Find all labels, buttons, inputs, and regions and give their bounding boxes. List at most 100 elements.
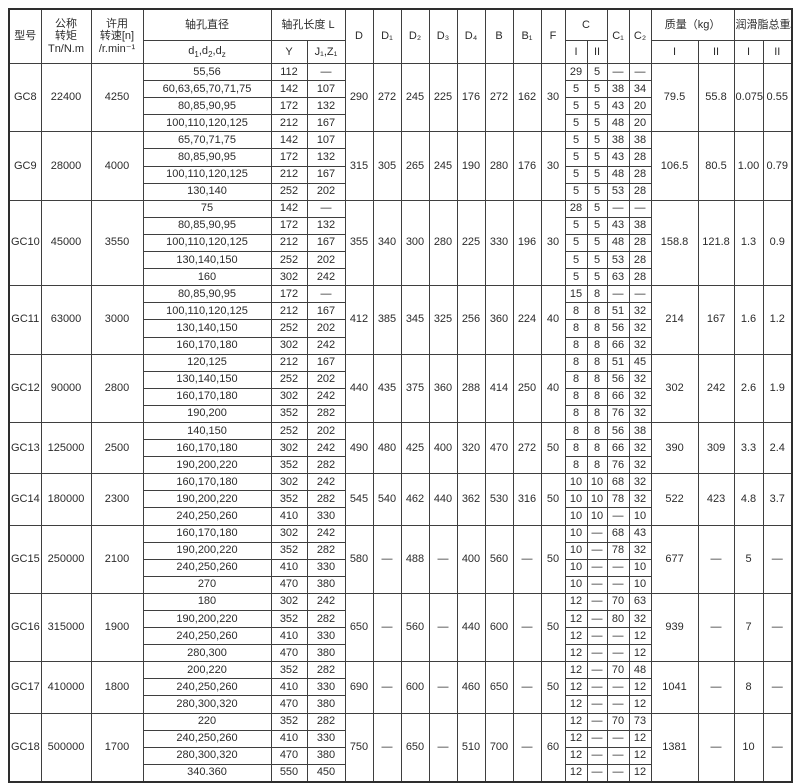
bore-diameter-cell: 240,250,260 bbox=[142, 558, 272, 577]
C1-cell: 38 bbox=[606, 131, 630, 150]
C-II-cell: 5 bbox=[586, 114, 608, 133]
grease-I-cell: 3.3 bbox=[733, 421, 764, 475]
length-Y-cell: 352 bbox=[270, 541, 308, 560]
mass-II-cell: 167 bbox=[697, 285, 735, 355]
table-row: 130,140,150 252 202 8 8 56 32 bbox=[9, 319, 792, 338]
D1-cell: — bbox=[372, 592, 402, 663]
C-I-cell: 29 bbox=[564, 62, 588, 82]
C-II-cell: 8 bbox=[586, 387, 608, 406]
header-mass-I: I bbox=[650, 40, 699, 64]
bore-diameter-cell: 220 bbox=[142, 712, 272, 731]
C1-cell: 53 bbox=[606, 182, 630, 201]
D4-cell: 225 bbox=[456, 199, 486, 287]
header-D3: D₃ bbox=[428, 8, 458, 64]
length-Y-cell: 302 bbox=[270, 439, 308, 458]
B1-cell: — bbox=[512, 661, 542, 714]
torque-cell: 180000 bbox=[40, 473, 92, 526]
table-row: GC12 90000 2800 120,125 212 167 440 435 375 360 28… bbox=[8, 353, 793, 423]
C1-cell: 53 bbox=[606, 251, 630, 270]
length-Y-cell: 212 bbox=[270, 114, 308, 133]
mass-I-cell: 939 bbox=[650, 592, 699, 663]
table-row: GC10 45000 3550 75 142—355 340 300 280 225 330 196… bbox=[8, 199, 793, 287]
D4-cell: 362 bbox=[456, 473, 486, 526]
F-cell: 30 bbox=[540, 62, 566, 133]
length-JZ-cell: 330 bbox=[306, 558, 346, 577]
C-II-cell: — bbox=[586, 746, 608, 765]
grease-II-cell: 2.4 bbox=[762, 421, 793, 475]
bore-diameter-cell: 120,125 bbox=[142, 353, 272, 372]
length-JZ-cell: 380 bbox=[306, 746, 346, 765]
D3-cell: — bbox=[428, 524, 458, 594]
C2-cell: 32 bbox=[628, 387, 652, 406]
length-Y-cell: 142 bbox=[270, 199, 308, 218]
table-row: GC14 180000 2300 160,170,180 302 242 545 540 462… bbox=[8, 473, 793, 526]
bore-diameter-cell: 130,140,150 bbox=[142, 370, 272, 389]
C1-cell: — bbox=[606, 695, 630, 714]
C-I-cell: 12 bbox=[564, 609, 588, 629]
C2-cell: 12 bbox=[628, 695, 652, 714]
F-cell: 50 bbox=[540, 473, 566, 526]
grease-I-cell: 4.8 bbox=[733, 473, 764, 526]
C-II-cell: 5 bbox=[586, 62, 608, 82]
length-JZ-cell: 202 bbox=[306, 421, 346, 441]
B-cell: 414 bbox=[484, 353, 514, 423]
C-II-cell: 8 bbox=[586, 439, 608, 458]
length-JZ-cell: 282 bbox=[306, 404, 346, 423]
F-cell: 30 bbox=[540, 199, 566, 287]
speed-cell: 4250 bbox=[90, 62, 144, 133]
D3-cell: — bbox=[428, 661, 458, 714]
length-JZ-cell: 107 bbox=[306, 131, 346, 150]
header-grease-I: I bbox=[733, 40, 764, 64]
model-cell: GC16 bbox=[8, 592, 42, 663]
length-JZ-cell: 167 bbox=[306, 165, 346, 184]
F-cell: 50 bbox=[540, 421, 566, 475]
C-I-cell: 10 bbox=[564, 490, 588, 509]
header-length-JZ: J₁,Z₁ bbox=[306, 40, 346, 64]
C-I-cell: 28 bbox=[564, 199, 588, 218]
C-I-cell: 8 bbox=[564, 353, 588, 372]
C1-cell: 68 bbox=[606, 524, 630, 543]
bore-diameter-cell: 65,70,71,75 bbox=[142, 131, 272, 150]
speed-cell: 3550 bbox=[90, 199, 144, 287]
C1-cell: 66 bbox=[606, 439, 630, 458]
C1-cell: 56 bbox=[606, 319, 630, 338]
length-Y-cell: 212 bbox=[270, 353, 308, 372]
B1-cell: 196 bbox=[512, 199, 542, 287]
header-model: 型号 bbox=[8, 8, 42, 64]
table-row: 340.360 550 450 12— —12 bbox=[9, 763, 792, 783]
bore-diameter-cell: 75 bbox=[142, 199, 272, 218]
C2-cell: 32 bbox=[628, 473, 652, 492]
header-D: D bbox=[344, 8, 374, 64]
table-row: 80,85,90,95 172 132 5 5 43 28 bbox=[9, 148, 792, 167]
length-Y-cell: 352 bbox=[270, 456, 308, 475]
header-bore-diameter-sub: d1,d2,dz bbox=[142, 40, 272, 64]
length-Y-cell: 172 bbox=[270, 97, 308, 116]
mass-I-cell: 302 bbox=[650, 353, 699, 423]
D2-cell: 600 bbox=[400, 661, 430, 714]
C-I-cell: 5 bbox=[564, 148, 588, 167]
C1-cell: 78 bbox=[606, 490, 630, 509]
bore-diameter-cell: 180 bbox=[142, 592, 272, 612]
length-JZ-cell: 167 bbox=[306, 114, 346, 133]
D1-cell: 272 bbox=[372, 62, 402, 133]
bore-diameter-cell: 160,170,180 bbox=[142, 336, 272, 355]
C-I-cell: 8 bbox=[564, 439, 588, 458]
C2-cell: 32 bbox=[628, 370, 652, 389]
C-II-cell: — bbox=[586, 695, 608, 714]
speed-cell: 3000 bbox=[90, 285, 144, 355]
grease-II-cell: 0.9 bbox=[762, 199, 793, 287]
length-JZ-cell: 282 bbox=[306, 661, 346, 680]
bore-diameter-cell: 280,300 bbox=[142, 644, 272, 663]
grease-I-cell: 0.075 bbox=[733, 62, 764, 133]
D2-cell: 488 bbox=[400, 524, 430, 594]
table-row: 240,250,260 410 330 12— —12 bbox=[9, 729, 792, 748]
model-cell: GC17 bbox=[8, 661, 42, 714]
length-Y-cell: 470 bbox=[270, 695, 308, 714]
D-cell: 290 bbox=[344, 62, 374, 133]
header-C-I: I bbox=[564, 40, 588, 64]
C2-cell: 32 bbox=[628, 302, 652, 321]
table-row: 80,85,90,95 172 132 5 5 43 20 bbox=[9, 97, 792, 116]
D1-cell: — bbox=[372, 661, 402, 714]
C-II-cell: 5 bbox=[586, 165, 608, 184]
model-cell: GC8 bbox=[8, 62, 42, 133]
